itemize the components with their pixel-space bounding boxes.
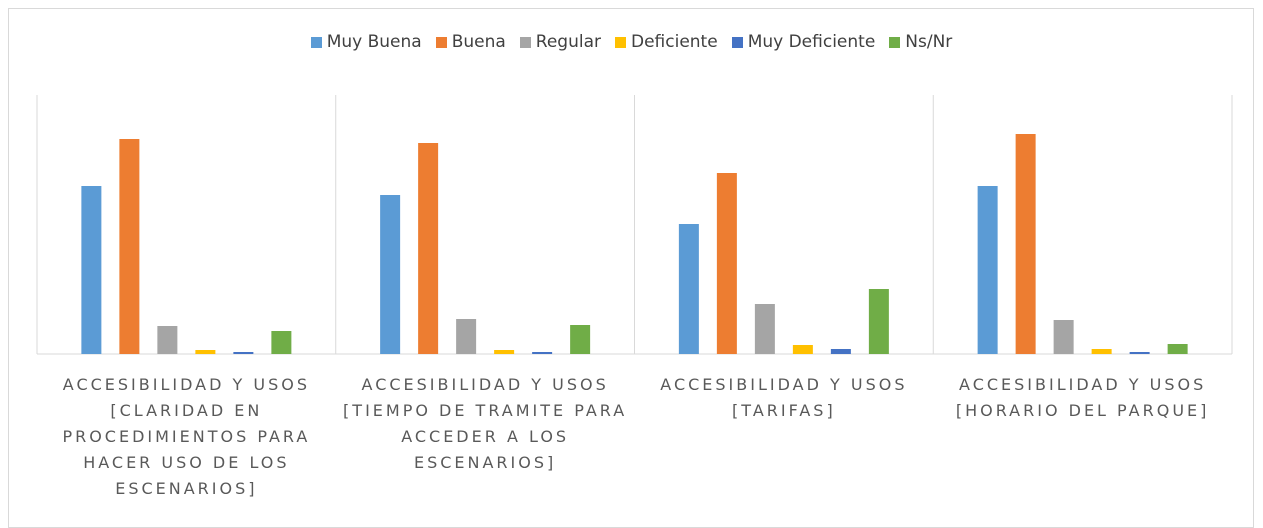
bar — [119, 139, 140, 354]
plot — [36, 95, 1233, 355]
bar — [271, 331, 292, 354]
legend-swatch — [519, 36, 531, 48]
bar — [716, 173, 737, 354]
legend-swatch — [889, 36, 901, 48]
bar — [570, 325, 591, 354]
legend-label: Buena — [451, 32, 506, 52]
x-tick-label: ACCESIBILIDAD Y USOS [TIEMPO DE TRAMITE … — [343, 375, 628, 472]
x-tick-label: ACCESIBILIDAD Y USOS [HORARIO DEL PARQUE… — [955, 375, 1210, 420]
legend-item: Ns/Nr — [889, 32, 952, 52]
bar — [157, 326, 178, 354]
bar — [1129, 352, 1150, 354]
bar — [195, 350, 216, 354]
legend-label: Regular — [535, 32, 601, 52]
legend-item: Deficiente — [615, 32, 718, 52]
bar — [81, 186, 102, 354]
bar — [1053, 320, 1074, 354]
bar — [494, 350, 515, 354]
legend-label: Muy Deficiente — [747, 32, 876, 52]
chart: Muy Buena Buena Regular Deficiente Muy Defic… — [0, 8, 1263, 528]
bar — [977, 186, 998, 354]
legend-label: Deficiente — [631, 32, 718, 52]
x-tick-label: ACCESIBILIDAD Y USOS [CLARIDAD EN PROCED… — [62, 375, 311, 498]
legend-item: Muy Deficiente — [731, 32, 876, 52]
x-tick-label: ACCESIBILIDAD Y USOS [TARIFAS] — [660, 375, 908, 420]
legend-item: Buena — [435, 32, 506, 52]
bar — [754, 304, 775, 354]
legend-swatch — [615, 36, 626, 48]
legend-swatch — [435, 36, 447, 48]
bar — [532, 352, 553, 354]
bar — [678, 224, 699, 354]
bar — [418, 143, 439, 354]
legend-swatch — [731, 36, 743, 48]
bar — [868, 289, 889, 354]
bar — [233, 352, 254, 354]
bar — [792, 345, 813, 354]
bar — [456, 319, 477, 354]
legend-label: Muy Buena — [326, 32, 422, 52]
bar — [1167, 344, 1188, 354]
legend-item: Muy Buena — [310, 32, 422, 52]
legend-item: Regular — [519, 32, 601, 52]
legend: Muy Buena Buena Regular Deficiente Muy Defic… — [0, 32, 1263, 52]
bar — [830, 349, 851, 354]
bar — [1091, 349, 1112, 354]
bar — [380, 195, 401, 354]
bar — [1015, 134, 1036, 354]
legend-label: Ns/Nr — [905, 32, 953, 52]
legend-swatch — [310, 36, 322, 48]
